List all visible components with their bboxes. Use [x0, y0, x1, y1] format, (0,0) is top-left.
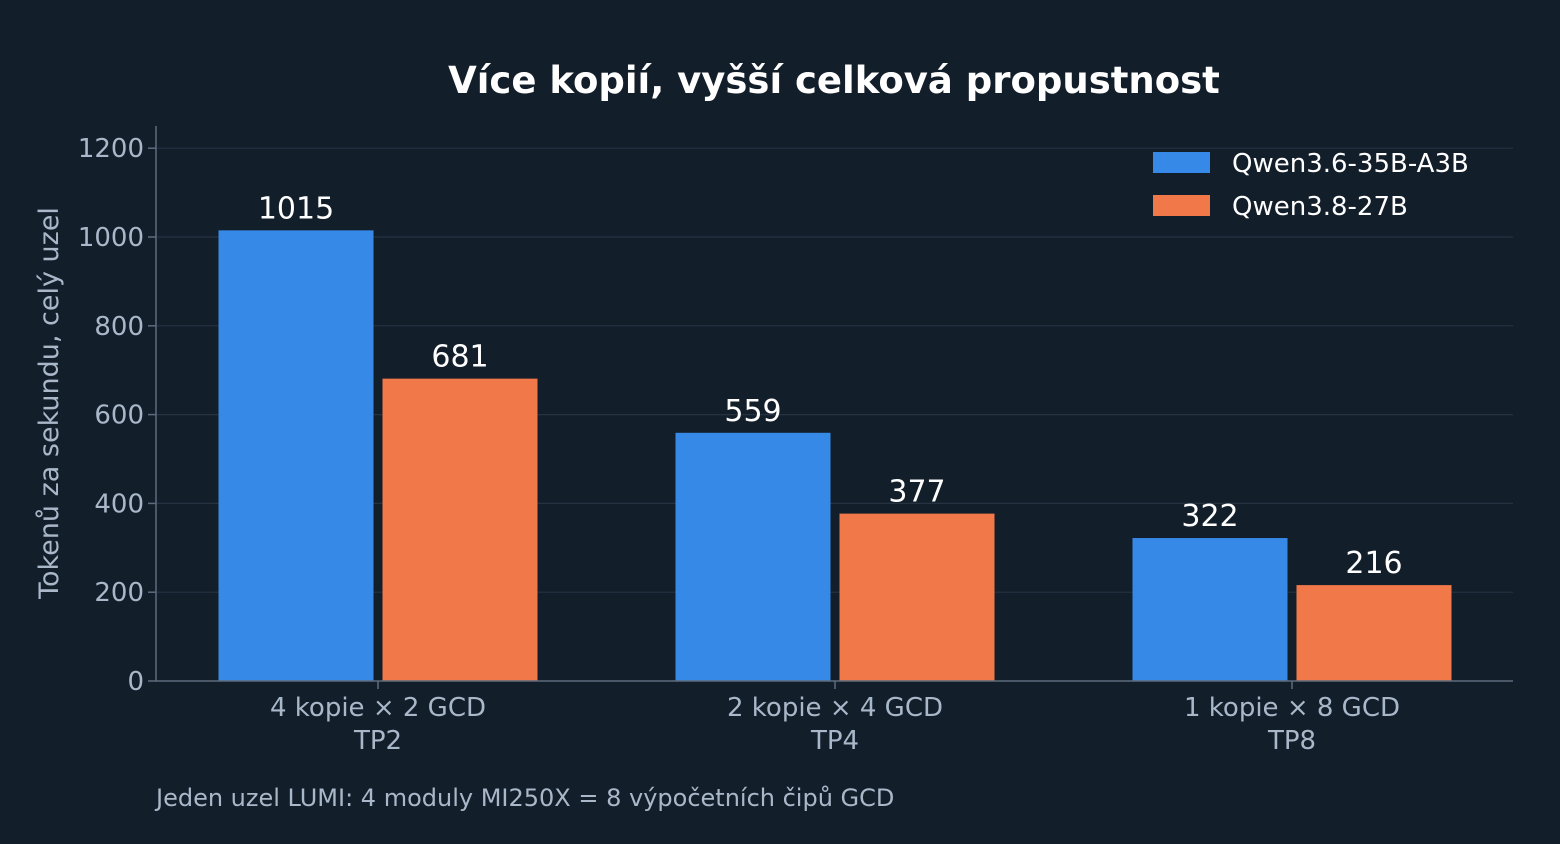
bars: [218, 230, 1452, 681]
legend-swatch: [1153, 152, 1210, 173]
legend-label: Qwen3.8-27B: [1232, 192, 1408, 222]
y-tick-label: 0: [127, 667, 144, 697]
footnote: Jeden uzel LUMI: 4 moduly MI250X = 8 výp…: [154, 784, 894, 812]
y-axis-label: Tokenů za sekundu, celý uzel: [34, 207, 65, 600]
bar-series2: [382, 378, 538, 681]
bar-value-label: 377: [888, 475, 945, 510]
bar-value-label: 216: [1345, 546, 1402, 581]
bar-value-label: 322: [1181, 499, 1238, 534]
bar-series1: [1132, 538, 1288, 681]
bar-series1: [218, 230, 374, 681]
legend: Qwen3.6-35B-A3B Qwen3.8-27B: [1153, 149, 1469, 222]
y-tick-label: 600: [94, 401, 144, 431]
x-tick-label: TP2: [353, 726, 402, 756]
bar-value-label: 1015: [258, 191, 334, 226]
x-tick-label: TP8: [1267, 726, 1316, 756]
x-tick-label: 4 kopie × 2 GCD: [270, 693, 486, 723]
x-tick-label: 2 kopie × 4 GCD: [727, 693, 943, 723]
y-tick-label: 1000: [78, 223, 144, 253]
y-tick-label: 1200: [78, 134, 144, 164]
bar-series1: [675, 432, 831, 681]
y-tick-label: 200: [94, 578, 144, 608]
bar-series2: [1296, 585, 1452, 681]
x-tick-label: TP4: [810, 726, 859, 756]
legend-label: Qwen3.6-35B-A3B: [1232, 149, 1469, 179]
x-tick-label: 1 kopie × 8 GCD: [1184, 693, 1400, 723]
legend-swatch: [1153, 195, 1210, 216]
data-labels: 1015 559 322 681 377 216: [258, 191, 1403, 581]
y-tick-label: 400: [94, 489, 144, 519]
bar-value-label: 559: [724, 394, 781, 429]
y-tick-label: 800: [94, 312, 144, 342]
bar-value-label: 681: [431, 340, 488, 375]
bar-series2: [839, 513, 995, 681]
chart-title: Více kopií, vyšší celková propustnost: [448, 59, 1220, 102]
